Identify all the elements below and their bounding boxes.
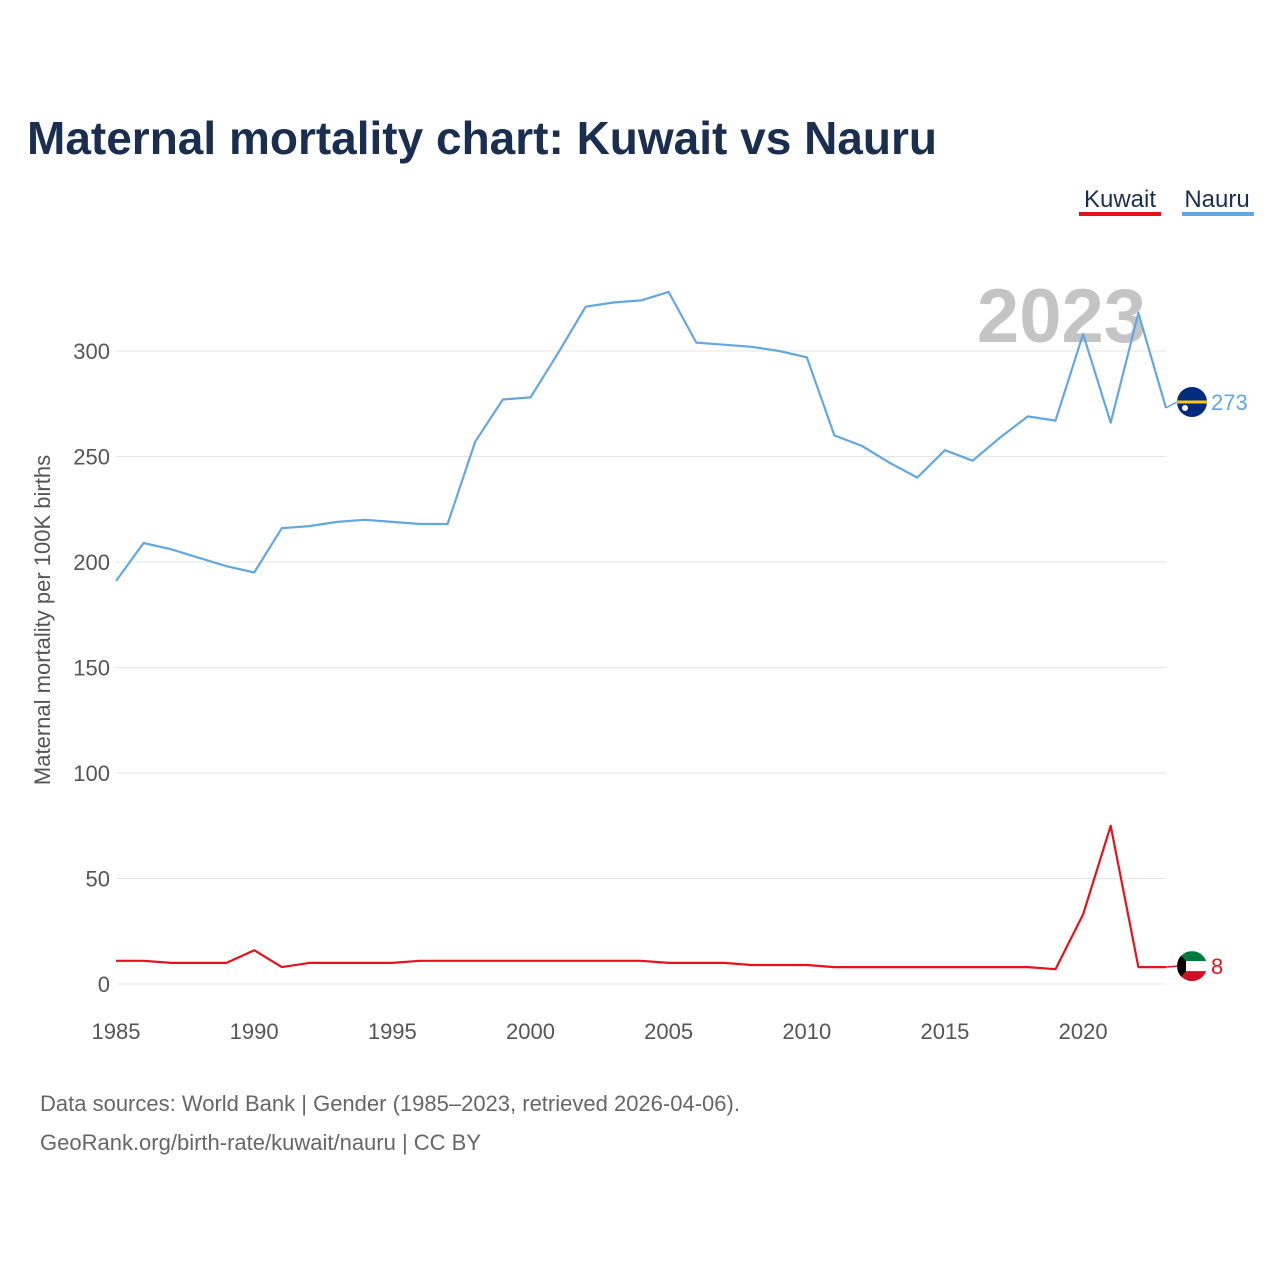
x-tick-label-2005: 2005 <box>644 1019 693 1044</box>
kuwait-flag-icon <box>1177 951 1207 982</box>
series-line-kuwait[interactable] <box>116 824 1166 971</box>
series-line-nauru[interactable] <box>115 290 1168 582</box>
nauru-end-value: 273 <box>1211 390 1248 415</box>
legend-swatch-nauru <box>1182 212 1254 216</box>
source-line-2: GeoRank.org/birth-rate/kuwait/nauru | CC… <box>40 1130 481 1155</box>
legend-swatch-kuwait <box>1079 212 1161 216</box>
y-tick-label-300: 300 <box>73 339 110 364</box>
y-tick-label-250: 250 <box>73 445 110 470</box>
kuwait-end-value: 8 <box>1211 954 1223 979</box>
current-year-watermark: 2023 <box>977 274 1146 359</box>
legend-label-nauru: Nauru <box>1184 186 1249 213</box>
y-tick-label-100: 100 <box>73 761 110 786</box>
y-axis-ticks: 0 50 100 150 200 250 300 <box>73 339 110 997</box>
kuwait-end-marker: 8 <box>1165 951 1223 982</box>
x-tick-label-1990: 1990 <box>230 1019 279 1044</box>
x-tick-label-2015: 2015 <box>920 1019 969 1044</box>
y-axis-title: Maternal mortality per 100K births <box>30 455 55 785</box>
x-tick-label-2000: 2000 <box>506 1019 555 1044</box>
grid-lines <box>116 350 1166 985</box>
y-tick-label-150: 150 <box>73 656 110 681</box>
y-tick-label-50: 50 <box>86 867 110 892</box>
legend-item-nauru[interactable]: Nauru <box>1182 186 1254 216</box>
y-tick-label-200: 200 <box>73 550 110 575</box>
nauru-end-marker: 273 <box>1165 386 1248 417</box>
x-tick-label-1985: 1985 <box>92 1019 141 1044</box>
nauru-flag-icon <box>1177 386 1207 417</box>
source-line-1: Data sources: World Bank | Gender (1985–… <box>40 1091 740 1116</box>
x-axis-ticks: 1985 1990 1995 2000 2005 2010 2015 2020 <box>92 1019 1108 1044</box>
legend: Kuwait Nauru <box>1079 186 1254 216</box>
x-tick-label-1995: 1995 <box>368 1019 417 1044</box>
kuwait-connector-line <box>1165 965 1178 968</box>
x-tick-label-2020: 2020 <box>1059 1019 1108 1044</box>
chart-title: Maternal mortality chart: Kuwait vs Naur… <box>27 112 937 164</box>
y-tick-label-0: 0 <box>98 972 110 997</box>
legend-item-kuwait[interactable]: Kuwait <box>1079 186 1161 216</box>
series-lines <box>115 290 1168 971</box>
legend-label-kuwait: Kuwait <box>1084 186 1156 213</box>
nauru-connector-line <box>1165 401 1178 409</box>
x-tick-label-2010: 2010 <box>782 1019 831 1044</box>
